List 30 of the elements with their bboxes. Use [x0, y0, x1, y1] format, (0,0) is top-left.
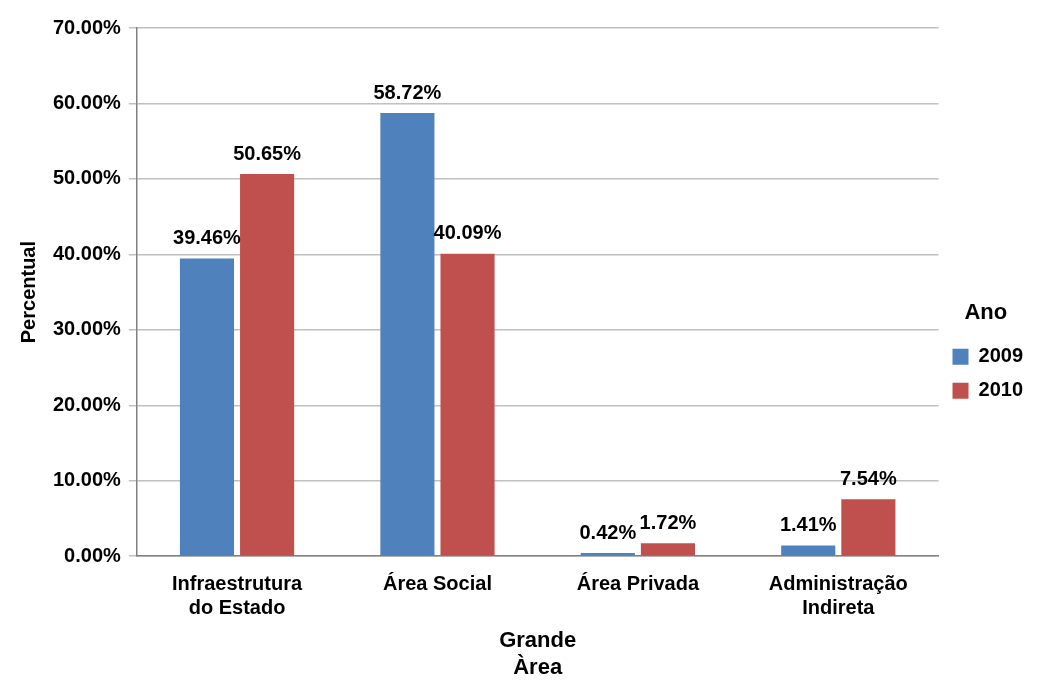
legend-title: Ano [964, 299, 1008, 325]
y-axis-title: Percentual [16, 240, 39, 344]
data-label: 1.41% [779, 513, 837, 536]
y-tick-label: 10.00% [52, 468, 122, 491]
bar [640, 543, 695, 556]
x-axis-title: Grande Àrea [499, 627, 577, 679]
bar [841, 499, 896, 556]
y-tick-label: 60.00% [52, 90, 122, 113]
x-tick-label: Administração Indireta [768, 571, 908, 618]
x-tick-label: Área Social [382, 571, 492, 594]
x-tick-label: Infraestrutura do Estado [172, 571, 303, 618]
y-tick-label: 40.00% [52, 241, 122, 264]
bar [380, 113, 435, 556]
y-tick-label: 20.00% [52, 392, 122, 415]
data-label: 7.54% [840, 466, 897, 489]
y-tick-label: 70.00% [52, 15, 122, 38]
y-tick-label: 0.00% [64, 543, 122, 566]
bar [240, 174, 295, 556]
legend-label: 2010 [978, 378, 1024, 401]
bar [781, 545, 836, 556]
y-tick-label: 30.00% [52, 317, 122, 340]
x-tick-label: Área Privada [576, 571, 700, 594]
data-label: 50.65% [233, 141, 302, 164]
y-tick-label: 50.00% [52, 166, 122, 189]
bar [440, 253, 495, 556]
data-label: 0.42% [579, 520, 637, 543]
bar [179, 258, 235, 556]
data-label: 1.72% [639, 510, 697, 533]
data-label: 58.72% [373, 80, 442, 103]
legend-label: 2009 [978, 344, 1024, 367]
